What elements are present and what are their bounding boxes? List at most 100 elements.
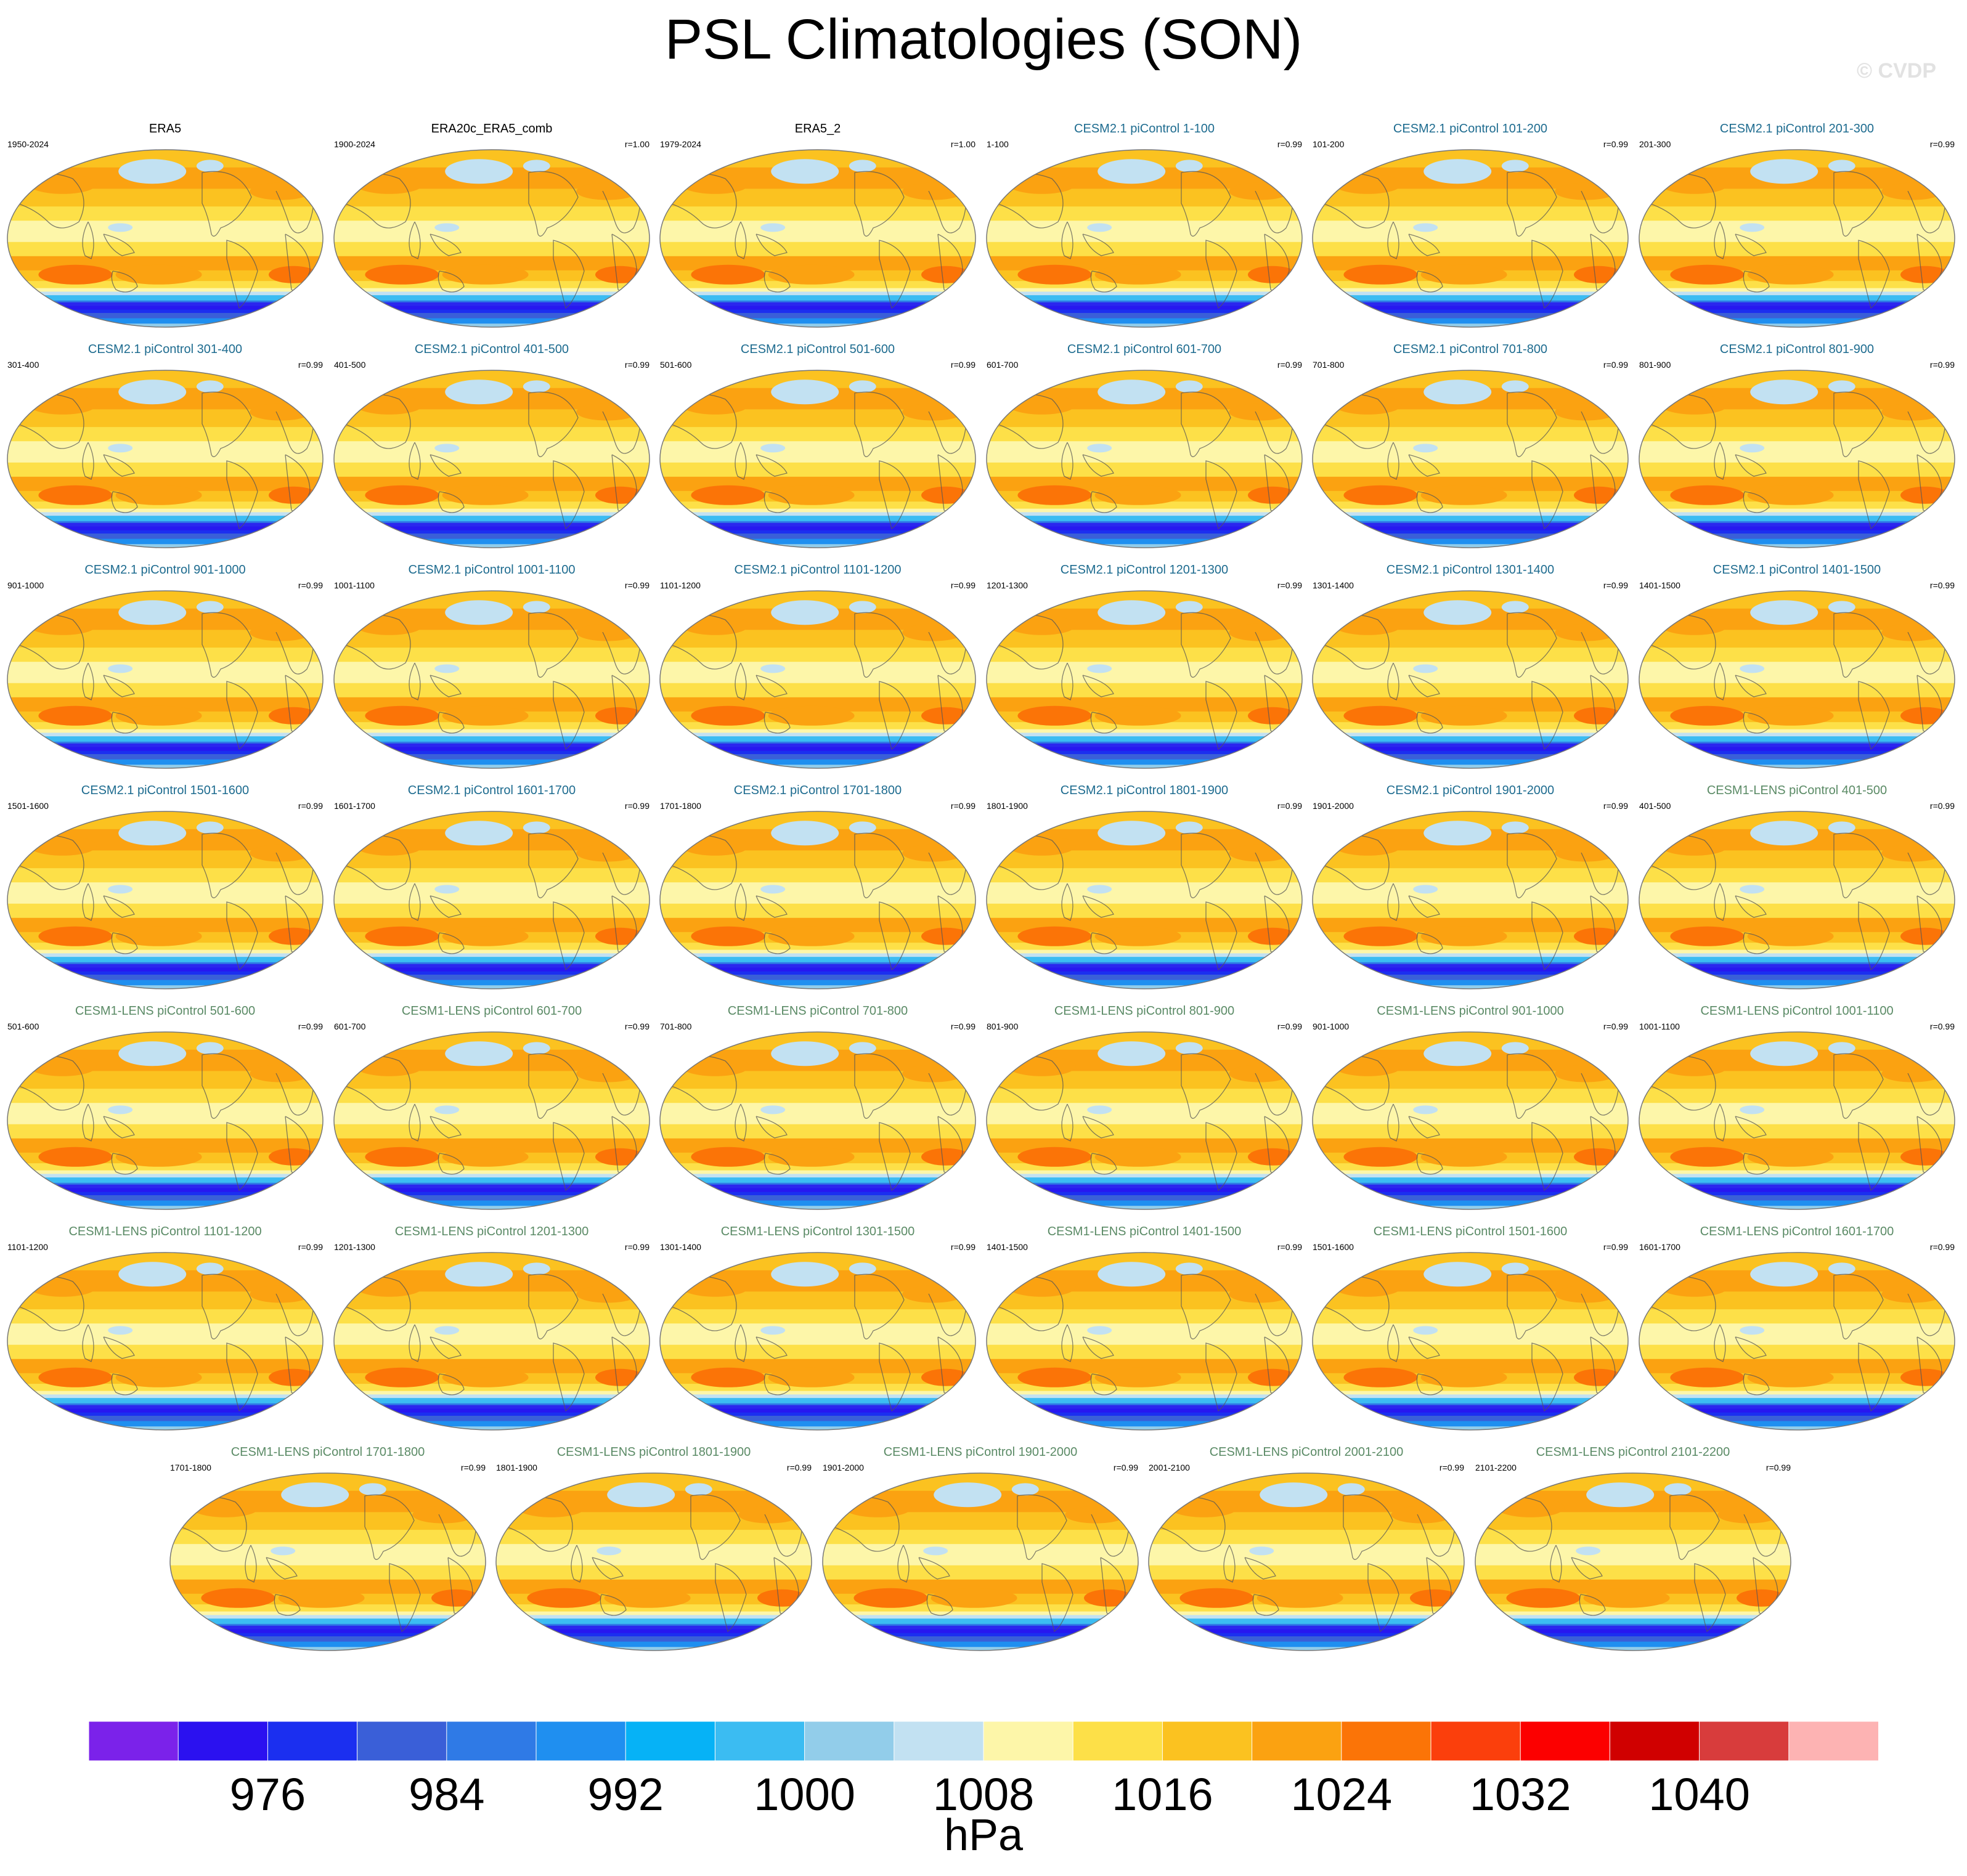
panel-title: CESM1-LENS piControl 901-1000: [1377, 1004, 1564, 1018]
psl-map: [659, 811, 976, 989]
psl-map: [333, 1031, 650, 1210]
psl-map: [659, 1252, 976, 1431]
colorbar-swatch: [177, 1721, 269, 1761]
psl-map: [659, 149, 976, 328]
map-panel: CESM2.1 piControl 201-300 201-300 r=0.99: [1637, 122, 1957, 329]
panel-title: CESM1-LENS piControl 1401-1500: [1047, 1225, 1242, 1238]
psl-map: [7, 149, 324, 328]
map-panel: CESM1-LENS piControl 701-800 701-800 r=0.9…: [658, 1004, 978, 1211]
panel-title: CESM1-LENS piControl 1301-1500: [720, 1225, 915, 1238]
panel-title: CESM2.1 piControl 401-500: [414, 343, 569, 356]
colorbar-swatch: [714, 1721, 805, 1761]
panel-years: 1001-1100: [1639, 1021, 1680, 1031]
psl-map: [1475, 1472, 1791, 1651]
panel-correlation: r=0.99: [950, 801, 975, 811]
panel-correlation: r=0.99: [950, 580, 975, 590]
map-panel: CESM2.1 piControl 601-700 601-700 r=0.99: [984, 343, 1305, 550]
psl-map: [1312, 149, 1629, 328]
panel-years: 101-200: [1313, 139, 1345, 149]
panel-years: 2001-2100: [1149, 1463, 1190, 1472]
panel-years: 201-300: [1639, 139, 1671, 149]
panel-years: 1701-1800: [170, 1463, 211, 1472]
panel-years: 1601-1700: [334, 801, 375, 811]
panel-title: CESM1-LENS piControl 2101-2200: [1536, 1445, 1730, 1459]
panel-title: CESM1-LENS piControl 1601-1700: [1700, 1225, 1894, 1238]
psl-map: [1312, 1031, 1629, 1210]
map-panel: CESM1-LENS piControl 1401-1500 1401-1500 r…: [984, 1225, 1305, 1432]
map-panel: CESM2.1 piControl 301-400 301-400 r=0.99: [5, 343, 325, 550]
colorbar-tick-label: 984: [409, 1769, 484, 1820]
panel-title: CESM2.1 piControl 1301-1400: [1386, 563, 1555, 577]
panel-title: CESM1-LENS piControl 701-800: [727, 1004, 908, 1018]
panel-years: 1501-1600: [1313, 1242, 1354, 1252]
panel-title: CESM1-LENS piControl 801-900: [1054, 1004, 1235, 1018]
panel-title: CESM1-LENS piControl 1201-1300: [394, 1225, 589, 1238]
map-panel: CESM2.1 piControl 1601-1700 1601-1700 r=0.…: [332, 784, 652, 991]
panel-correlation: r=0.99: [298, 360, 323, 370]
map-panel: CESM2.1 piControl 1801-1900 1801-1900 r=0.…: [984, 784, 1305, 991]
psl-map: [333, 811, 650, 989]
psl-map: [7, 370, 324, 548]
psl-map: [1312, 1252, 1629, 1431]
map-panel: CESM1-LENS piControl 401-500 401-500 r=0.9…: [1637, 784, 1957, 991]
panel-years: 501-600: [7, 1021, 39, 1031]
panel-years: 1901-2000: [1313, 801, 1354, 811]
colorbar-tick-label: 992: [587, 1769, 663, 1820]
panel-correlation: r=0.99: [298, 580, 323, 590]
colorbar-swatch: [1430, 1721, 1521, 1761]
map-panel: CESM2.1 piControl 1101-1200 1101-1200 r=0.…: [658, 563, 978, 770]
map-panel: CESM2.1 piControl 1-100 1-100 r=0.99: [984, 122, 1305, 329]
psl-map: [1312, 811, 1629, 989]
colorbar-swatch: [1252, 1721, 1342, 1761]
map-panel: ERA5 1950-2024: [5, 122, 325, 329]
colorbar-swatch: [357, 1721, 447, 1761]
panel-years: 1979-2024: [660, 139, 701, 149]
psl-map: [986, 811, 1303, 989]
panel-correlation: r=0.99: [950, 1021, 975, 1031]
panel-correlation: r=0.99: [1439, 1463, 1464, 1472]
panel-title: CESM2.1 piControl 201-300: [1719, 122, 1875, 136]
panel-years: 1501-1600: [7, 801, 49, 811]
panel-title: CESM2.1 piControl 1801-1900: [1060, 784, 1229, 797]
panel-years: 1401-1500: [987, 1242, 1028, 1252]
panel-years: 1001-1100: [334, 580, 375, 590]
panel-years: 601-700: [334, 1021, 366, 1031]
psl-map: [659, 1031, 976, 1210]
map-panel: CESM1-LENS piControl 1301-1500 1301-1400 r…: [658, 1225, 978, 1432]
colorbar-tick-label: 1008: [933, 1769, 1035, 1820]
colorbar-tick-label: 1032: [1470, 1769, 1571, 1820]
panel-correlation: r=0.99: [1603, 1021, 1628, 1031]
colorbar-swatch: [1788, 1721, 1879, 1761]
psl-map: [333, 1252, 650, 1431]
panel-correlation: r=0.99: [1113, 1463, 1138, 1472]
panel-years: 901-1000: [7, 580, 44, 590]
panel-correlation: r=0.99: [1929, 1242, 1955, 1252]
panel-title: CESM1-LENS piControl 401-500: [1706, 784, 1888, 797]
panel-correlation: r=0.99: [786, 1463, 812, 1472]
psl-map: [7, 1031, 324, 1210]
psl-map: [495, 1472, 812, 1651]
psl-map: [7, 1252, 324, 1431]
panel-years: 1101-1200: [660, 580, 701, 590]
panel-correlation: r=0.99: [1929, 360, 1955, 370]
panel-correlation: r=1.00: [624, 139, 650, 149]
panel-title: CESM2.1 piControl 1-100: [1074, 122, 1215, 136]
panel-title: CESM1-LENS piControl 1001-1100: [1700, 1004, 1894, 1018]
psl-map: [1639, 1031, 1955, 1210]
psl-map: [986, 149, 1303, 328]
panel-title: CESM2.1 piControl 901-1000: [84, 563, 246, 577]
map-panel: CESM2.1 piControl 701-800 701-800 r=0.99: [1310, 343, 1631, 550]
panel-correlation: r=0.99: [298, 1021, 323, 1031]
psl-map: [1312, 370, 1629, 548]
map-panel: CESM1-LENS piControl 901-1000 901-1000 r=0…: [1310, 1004, 1631, 1211]
panel-years: 801-900: [1639, 360, 1671, 370]
panel-correlation: r=0.99: [460, 1463, 486, 1472]
panel-title: CESM1-LENS piControl 2001-2100: [1209, 1445, 1404, 1459]
panel-title: CESM2.1 piControl 801-900: [1719, 343, 1875, 356]
colorbar-tick-label: 976: [230, 1769, 306, 1820]
panel-title: CESM2.1 piControl 501-600: [740, 343, 895, 356]
colorbar-swatch: [1699, 1721, 1790, 1761]
psl-map: [659, 370, 976, 548]
psl-map: [169, 1472, 486, 1651]
